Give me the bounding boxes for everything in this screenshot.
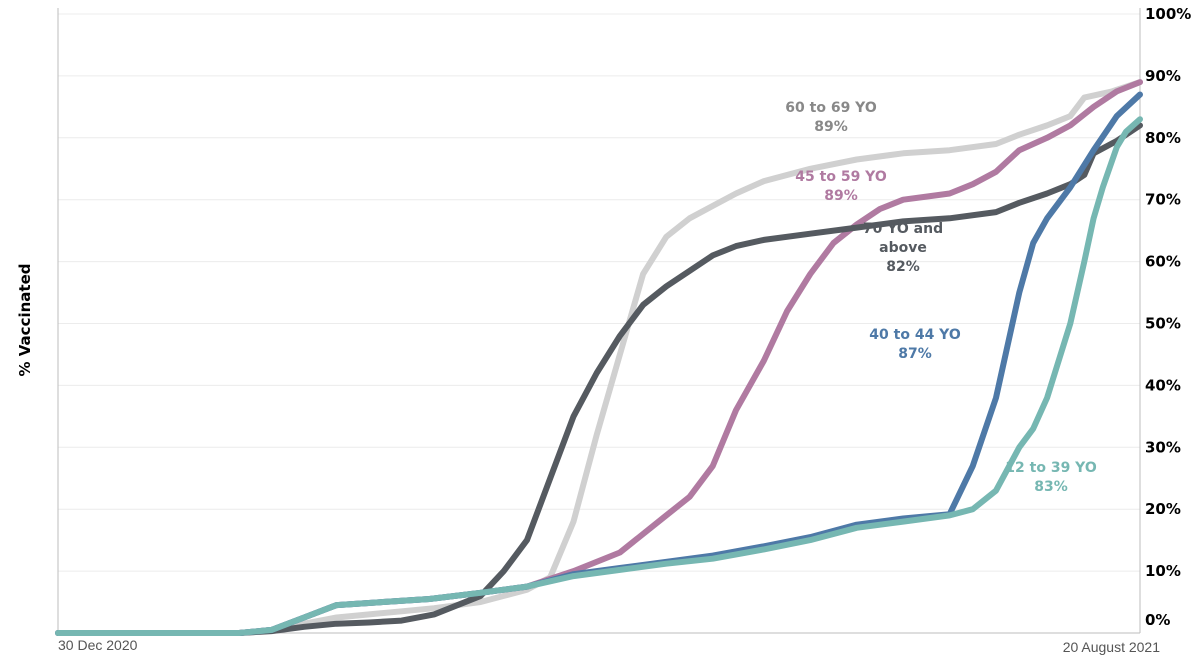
x-tick-end: 20 August 2021 <box>1063 639 1161 655</box>
series-line <box>55 122 1143 636</box>
y-tick-labels: 0% 10% 20% 30% 40% 50% 60% 70% 80% 90% 100% <box>1145 5 1191 629</box>
y-tick-label: 80% <box>1145 129 1181 147</box>
y-tick-label: 40% <box>1145 376 1181 394</box>
series-line <box>55 116 1143 636</box>
x-tick-start: 30 Dec 2020 <box>58 637 138 653</box>
y-axis-title: % Vaccinated <box>16 264 34 377</box>
y-tick-label: 10% <box>1145 562 1181 580</box>
y-tick-label: 0% <box>1145 611 1170 629</box>
y-tick-label: 50% <box>1145 315 1181 333</box>
y-tick-label: 20% <box>1145 500 1181 518</box>
series-lines <box>55 79 1143 636</box>
series-line <box>55 79 1143 636</box>
gridlines <box>58 13 1140 572</box>
series-annotation: 40 to 44 YO 87% <box>869 327 961 362</box>
series-annotation: 12 to 39 YO 83% <box>1005 460 1097 495</box>
y-tick-label: 100% <box>1145 5 1191 23</box>
series-annotation: 45 to 59 YO 89% <box>795 169 887 204</box>
series-annotations: 60 to 69 YO 89% 45 to 59 YO 89% 70 YO and abo… <box>785 100 1097 495</box>
y-tick-label: 30% <box>1145 438 1181 456</box>
y-tick-label: 70% <box>1145 191 1181 209</box>
y-tick-label: 60% <box>1145 253 1181 271</box>
series-annotation: 70 YO and above 82% <box>863 221 943 275</box>
y-tick-label: 90% <box>1145 67 1181 85</box>
series-annotation: 60 to 69 YO 89% <box>785 100 877 135</box>
